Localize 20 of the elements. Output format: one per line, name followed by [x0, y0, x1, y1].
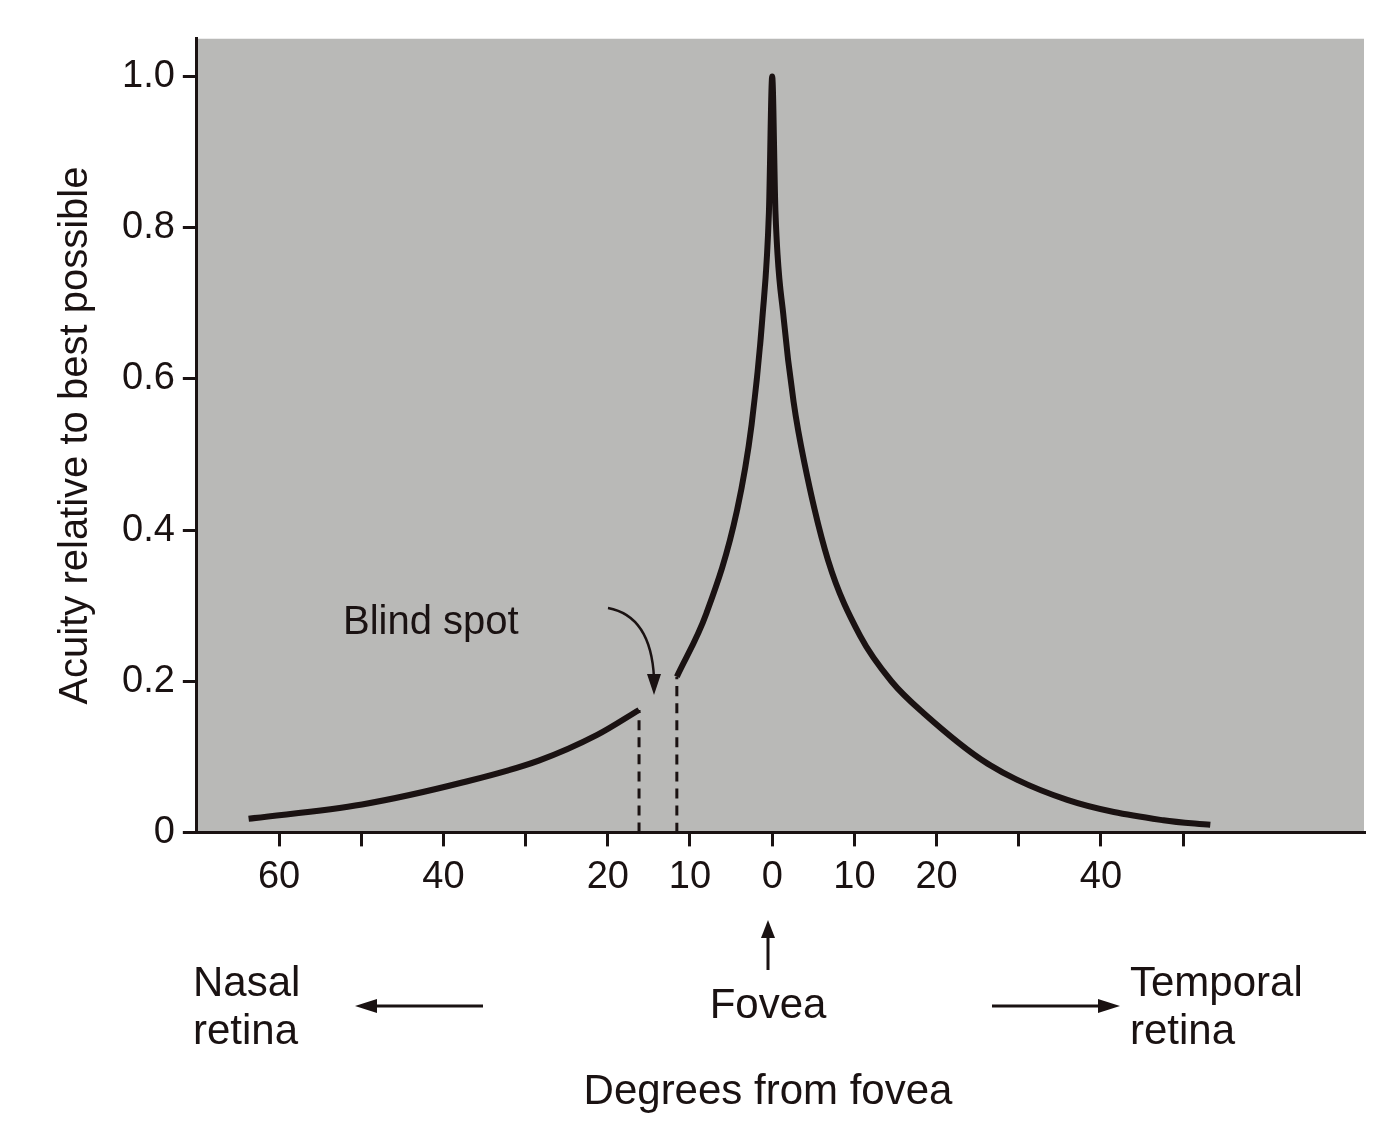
text: Temporal retina — [1130, 958, 1304, 1054]
x-tick-label: 40 — [1079, 853, 1123, 896]
y-tick-label: 0.6 — [122, 355, 175, 398]
y-tick-label: 0 — [153, 808, 175, 851]
y-axis-title: Acuity relative to best possible — [51, 166, 96, 705]
text: Fovea — [708, 980, 828, 1028]
text: Nasal retina — [193, 958, 302, 1054]
x-tick-label: 10 — [668, 853, 712, 896]
x-tick-label: 0 — [761, 853, 783, 896]
y-tick-label: 0.4 — [122, 506, 175, 549]
x-tick-label: 20 — [586, 853, 629, 896]
annotation: Blind spot — [343, 597, 519, 644]
y-tick-label: 1.0 — [122, 53, 175, 96]
x-tick-label: 40 — [422, 853, 465, 896]
x-tick-label: 20 — [915, 853, 958, 896]
x-tick-label: 60 — [257, 853, 301, 896]
x-tick-label: 10 — [833, 853, 876, 896]
y-tick-label: 0.8 — [122, 204, 175, 247]
y-tick-label: 0.2 — [122, 657, 175, 700]
x-axis-title: Degrees from fovea — [582, 1066, 954, 1114]
